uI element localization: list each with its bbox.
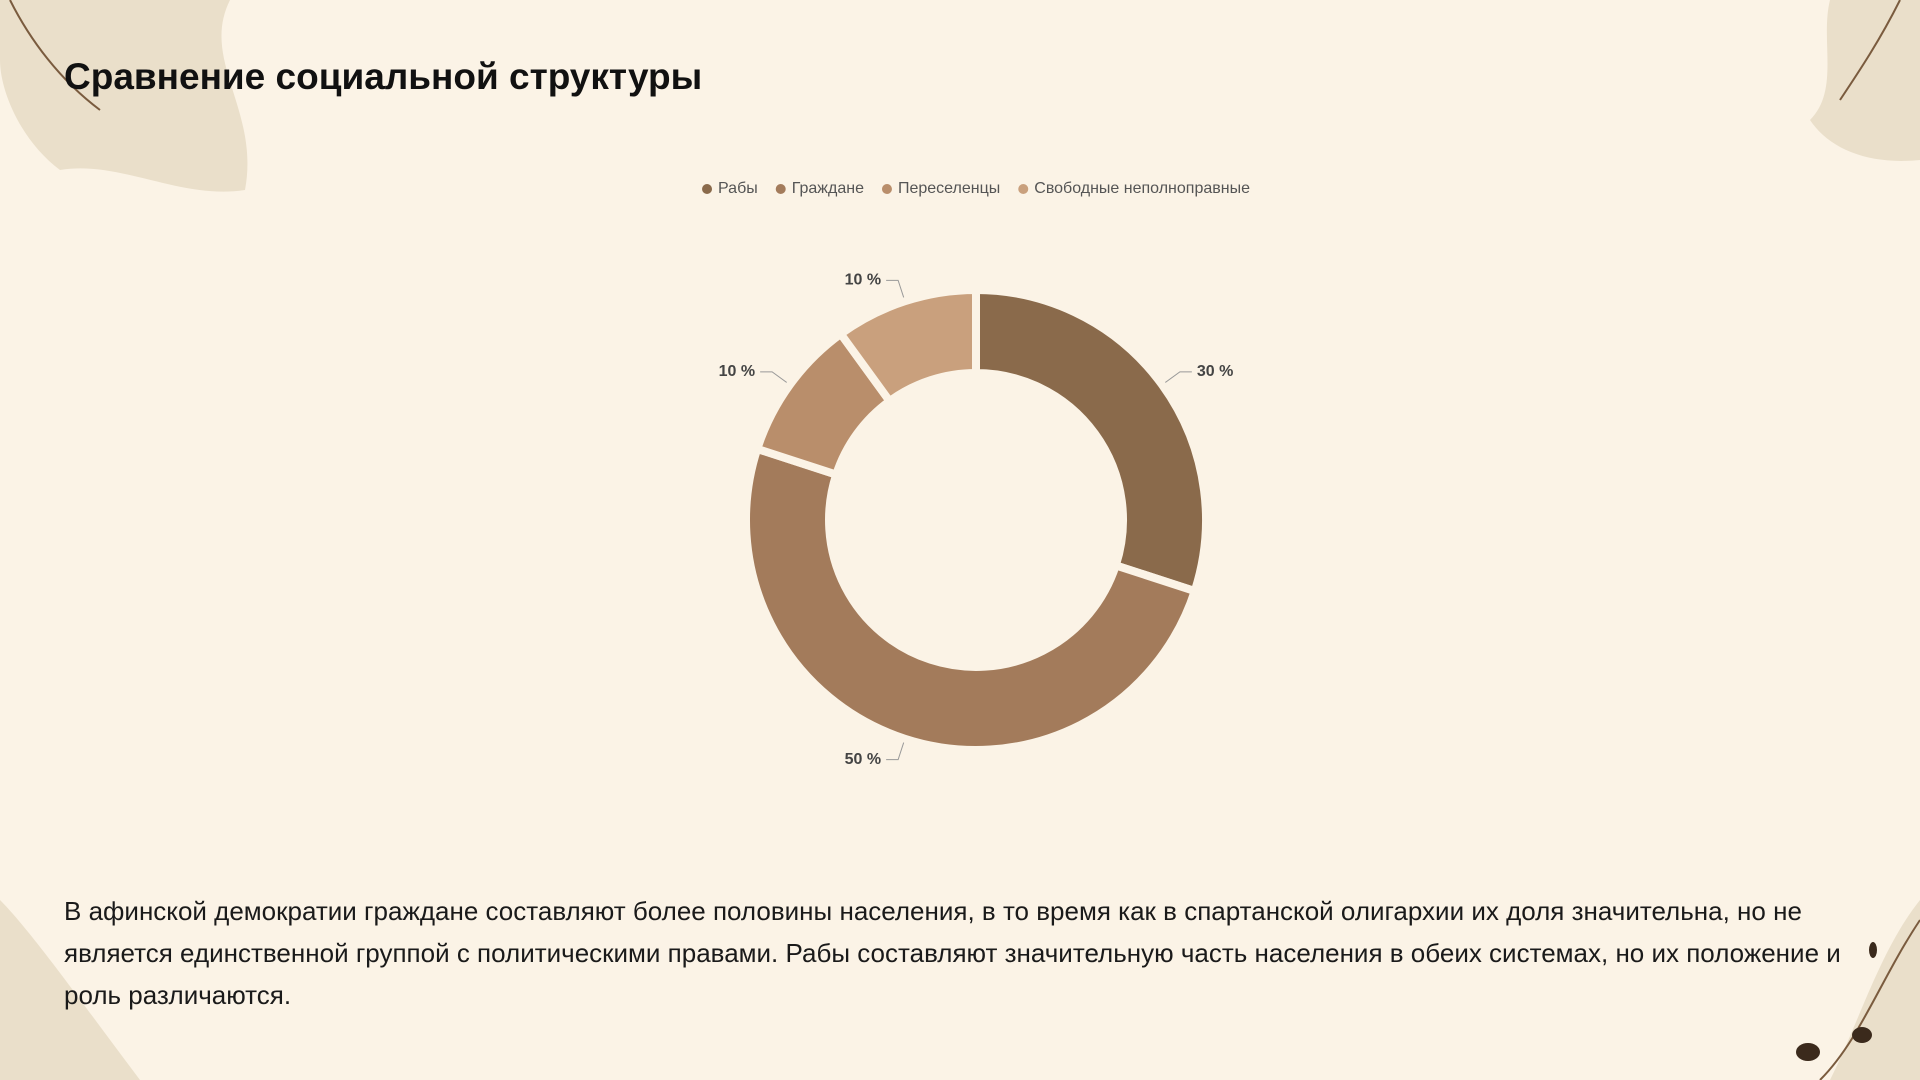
decoration-stems <box>9 0 1920 1080</box>
stem <box>1839 0 1901 101</box>
data-label: 30 % <box>1197 363 1233 380</box>
data-label: 10 % <box>719 363 755 380</box>
berry <box>1796 1043 1820 1061</box>
berry <box>1869 942 1877 958</box>
stem <box>9 0 101 111</box>
legend-marker <box>702 184 713 194</box>
leader-line <box>886 279 905 298</box>
slide-title: Сравнение социальной структуры <box>64 56 703 97</box>
legend-marker <box>775 184 786 194</box>
leaf-shape <box>0 900 140 1080</box>
legend-label: Рабы <box>718 180 758 197</box>
body-text: В афинской демократии граждане составляю… <box>64 896 1841 1010</box>
data-label: 10 % <box>845 272 881 289</box>
leader-line <box>1165 371 1192 383</box>
stem <box>1819 919 1920 1080</box>
leaf-shape <box>1810 0 1920 161</box>
leaf-shape <box>0 0 248 192</box>
legend-label: Свободные неполноправные <box>1034 180 1250 197</box>
legend-label: Граждане <box>792 180 864 197</box>
donut-segment <box>835 285 980 407</box>
donut-segment <box>972 285 1210 597</box>
berry <box>1852 1027 1872 1043</box>
legend-marker <box>1018 184 1029 194</box>
data-label: 50 % <box>845 751 881 768</box>
legend-marker <box>881 184 892 194</box>
leader-line <box>886 742 905 761</box>
leader-line <box>760 371 787 383</box>
legend-label: Переселенцы <box>898 180 1000 197</box>
decoration-berries <box>1796 942 1877 1061</box>
donut-segment <box>742 443 1200 754</box>
